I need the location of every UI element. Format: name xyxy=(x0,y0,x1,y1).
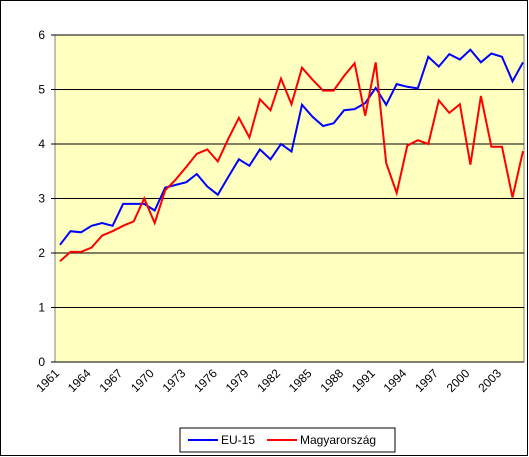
y-tick-label: 1 xyxy=(38,301,45,315)
y-tick-label: 3 xyxy=(38,192,45,206)
y-tick-label: 6 xyxy=(38,28,45,42)
legend-label: EU-15 xyxy=(221,433,255,447)
line-series xyxy=(59,61,524,262)
legend-label: Magyarország xyxy=(300,433,376,447)
y-tick-label: 2 xyxy=(38,246,45,260)
y-tick-label: 0 xyxy=(38,355,45,369)
y-tick-label: 5 xyxy=(38,83,45,97)
y-tick-label: 4 xyxy=(38,137,45,151)
line-series xyxy=(59,48,524,246)
